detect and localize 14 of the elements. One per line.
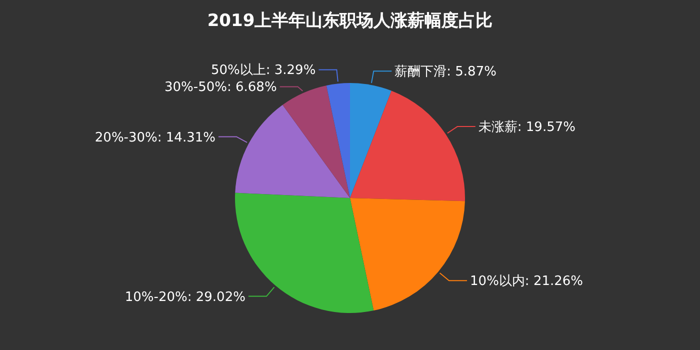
slice-label: 10%-20%: 29.02% bbox=[124, 290, 246, 305]
slice-label: 50%以上: 3.29% bbox=[210, 63, 316, 78]
slice-label: 10%以内: 21.26% bbox=[470, 274, 584, 290]
pie-slice bbox=[282, 85, 350, 198]
pie-slice bbox=[350, 90, 465, 202]
pie-slice bbox=[350, 198, 465, 311]
slice-label: 薪酬下滑: 5.87% bbox=[394, 64, 496, 80]
pie-slice bbox=[350, 83, 392, 198]
slice-label: 20%-30%: 14.31% bbox=[94, 130, 216, 146]
slice-label: 未涨薪: 19.57% bbox=[478, 120, 576, 136]
pie-slice bbox=[326, 83, 350, 198]
pie-slice bbox=[235, 104, 350, 198]
chart-title: 2019上半年山东职场人涨薪幅度占比 bbox=[207, 11, 493, 31]
slice-label: 30%-50%: 6.68% bbox=[164, 80, 277, 96]
